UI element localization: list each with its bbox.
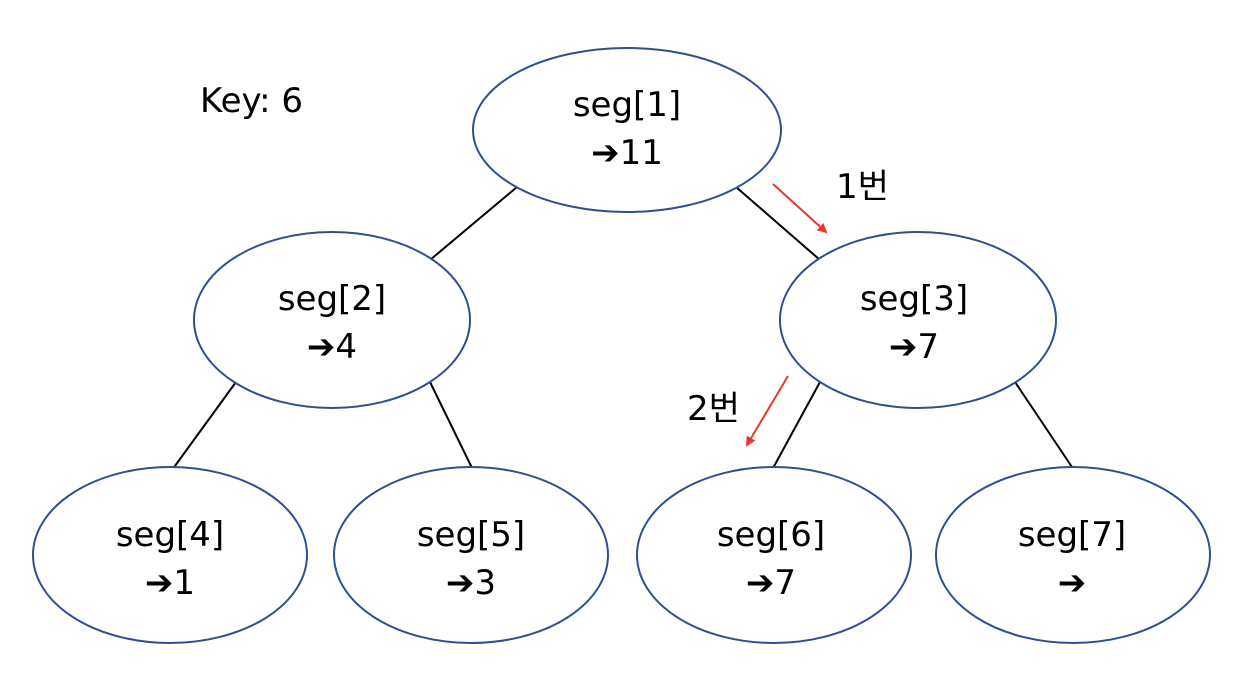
node-seg1: seg[1] ➔11 <box>472 47 782 213</box>
node-value: ➔7 <box>889 327 939 367</box>
node-value: ➔3 <box>446 563 496 603</box>
node-label: seg[4] <box>116 515 224 555</box>
node-label: seg[2] <box>278 279 386 319</box>
right-arrow-icon: ➔ <box>889 327 918 367</box>
right-arrow-icon: ➔ <box>746 563 775 603</box>
node-value: ➔7 <box>746 563 796 603</box>
right-arrow-icon: ➔ <box>446 563 475 603</box>
node-seg5: seg[5] ➔3 <box>333 466 609 644</box>
step1-label: 1번 <box>836 167 889 207</box>
right-arrow-icon: ➔ <box>145 563 174 603</box>
node-label: seg[7] <box>1018 515 1126 555</box>
node-seg7: seg[7] ➔ <box>935 466 1211 644</box>
node-seg2: seg[2] ➔4 <box>193 231 471 409</box>
node-seg6: seg[6] ➔7 <box>636 466 912 644</box>
step2-label: 2번 <box>687 389 740 429</box>
node-value: ➔11 <box>591 133 663 173</box>
node-ellipse <box>636 466 912 644</box>
edge-3-6 <box>771 381 821 471</box>
right-arrow-icon: ➔ <box>1058 563 1087 603</box>
node-label: seg[1] <box>573 85 681 125</box>
edge-2-5 <box>429 381 474 471</box>
traversal-arrow-step2 <box>745 375 789 447</box>
right-arrow-icon: ➔ <box>307 327 336 367</box>
node-ellipse <box>32 466 308 644</box>
node-label: seg[5] <box>417 515 525 555</box>
node-ellipse <box>779 231 1057 409</box>
node-seg3: seg[3] ➔7 <box>779 231 1057 409</box>
edge-1-2 <box>429 186 518 261</box>
node-ellipse <box>935 466 1211 644</box>
right-arrow-icon: ➔ <box>591 133 620 173</box>
node-value-number: 7 <box>917 327 939 367</box>
node-label: seg[6] <box>717 515 825 555</box>
traversal-arrow-step1 <box>772 183 828 234</box>
node-label: seg[3] <box>860 279 968 319</box>
node-value-number: 3 <box>474 563 496 603</box>
edge-2-4 <box>171 381 237 471</box>
node-ellipse <box>472 47 782 213</box>
edge-3-7 <box>1014 381 1075 471</box>
node-seg4: seg[4] ➔1 <box>32 466 308 644</box>
node-value-number: 1 <box>173 563 195 603</box>
node-value: ➔4 <box>307 327 357 367</box>
node-value-number: 7 <box>774 563 796 603</box>
node-ellipse <box>193 231 471 409</box>
node-value-number: 4 <box>335 327 357 367</box>
node-value: ➔1 <box>145 563 195 603</box>
edge-1-3 <box>735 186 821 261</box>
key-label: Key: 6 <box>200 81 303 121</box>
node-value-number: 11 <box>620 133 663 173</box>
node-ellipse <box>333 466 609 644</box>
node-value: ➔ <box>1058 563 1087 603</box>
